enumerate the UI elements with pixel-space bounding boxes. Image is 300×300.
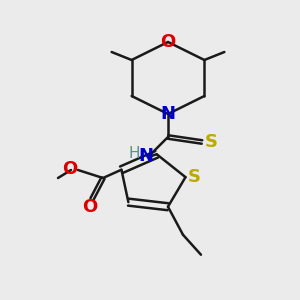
Text: N: N: [160, 105, 175, 123]
Text: O: O: [62, 160, 78, 178]
Text: O: O: [82, 198, 98, 216]
Text: O: O: [160, 33, 175, 51]
Text: H: H: [128, 146, 140, 160]
Text: N: N: [139, 147, 154, 165]
Text: S: S: [188, 168, 201, 186]
Text: S: S: [205, 133, 218, 151]
